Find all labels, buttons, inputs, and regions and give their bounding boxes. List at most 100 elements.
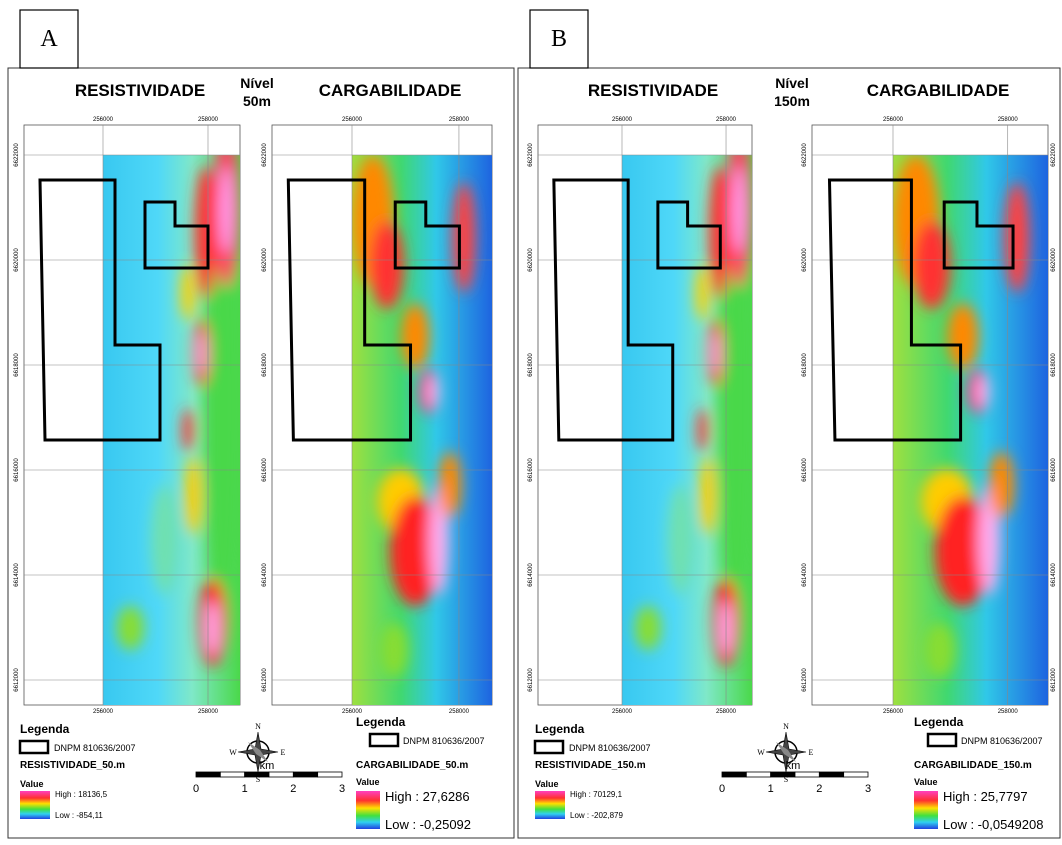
anomaly [697, 408, 707, 452]
map-title: CARGABILIDADE [319, 81, 462, 100]
legend-boundary: DNPM 810636/2007 [569, 743, 651, 753]
y-tick-label: 6620000 [528, 248, 534, 272]
legend-boundary: DNPM 810636/2007 [961, 736, 1043, 746]
anomaly [185, 458, 201, 535]
legend-layer: RESISTIVIDADE_50.m [20, 760, 125, 771]
anomaly [453, 183, 475, 293]
scale-segment [196, 772, 220, 777]
scale-segment [844, 772, 868, 777]
scale-segment [795, 772, 819, 777]
x-tick-label: 258000 [716, 709, 737, 715]
scale-unit: km [786, 760, 801, 772]
y-tick-label: 6618000 [14, 353, 20, 377]
scale-segment [245, 772, 269, 777]
anomaly [151, 485, 178, 595]
x-tick-label: 256000 [612, 709, 633, 715]
y-tick-label: 6622000 [528, 143, 534, 167]
scale-segment [220, 772, 244, 777]
y-tick-label: 6620000 [1051, 248, 1057, 272]
legend-colorbar [535, 791, 565, 819]
y-tick-label: 6614000 [1051, 563, 1057, 587]
compass-label: N [783, 722, 789, 731]
legend-value: Value [535, 779, 559, 789]
legend-value: Value [914, 777, 938, 787]
legend-swatch [928, 734, 956, 746]
anomaly [947, 304, 978, 370]
level-label: Nível [775, 75, 808, 91]
y-tick-label: 6614000 [802, 563, 808, 587]
legend-layer: CARGABILIDADE_50.m [356, 760, 468, 771]
legend-boundary: DNPM 810636/2007 [54, 743, 136, 753]
y-tick-label: 6614000 [14, 563, 20, 587]
scale-label: 1 [768, 783, 774, 795]
level-value: 150m [774, 93, 810, 109]
legend-high: High : 25,7797 [943, 789, 1028, 804]
y-tick-label: 6620000 [802, 248, 808, 272]
x-tick-label: 256000 [342, 117, 363, 123]
compass-label: W [757, 748, 765, 757]
scale-segment [746, 772, 770, 777]
y-tick-label: 6616000 [262, 458, 268, 482]
map [272, 125, 492, 705]
x-tick-label: 258000 [998, 709, 1019, 715]
anomaly [181, 265, 195, 320]
anomaly [439, 452, 461, 518]
level-label: Nível [240, 75, 273, 91]
y-tick-label: 6616000 [528, 458, 534, 482]
legend-title: Legenda [20, 722, 70, 736]
legend-title: Legenda [914, 715, 964, 729]
map [24, 125, 243, 705]
legend-low: Low : -0,25092 [385, 817, 471, 832]
legend-high: High : 27,6286 [385, 789, 470, 804]
compass-label: W [229, 748, 237, 757]
y-tick-label: 6616000 [1051, 458, 1057, 482]
anomaly [380, 623, 408, 678]
scale-segment [722, 772, 746, 777]
scale-label: 0 [193, 783, 199, 795]
heatmap [893, 155, 1048, 705]
legend-colorbar [20, 791, 50, 819]
scale-segment [819, 772, 843, 777]
scale-label: 1 [242, 783, 248, 795]
y-tick-label: 6618000 [528, 353, 534, 377]
scale-segment [293, 772, 317, 777]
legend-low: Low : -202,879 [570, 811, 623, 820]
legend-colorbar [356, 791, 380, 829]
x-tick-label: 256000 [883, 709, 904, 715]
anomaly [977, 375, 989, 408]
y-tick-label: 6622000 [802, 143, 808, 167]
map [812, 125, 1048, 705]
anomaly [712, 331, 720, 375]
anomaly [668, 485, 694, 595]
y-tick-label: 6616000 [14, 458, 20, 482]
anomaly [401, 304, 429, 370]
anomaly [1005, 183, 1030, 293]
scale-label: 0 [719, 783, 725, 795]
x-tick-label: 256000 [612, 117, 633, 123]
legend-layer: CARGABILIDADE_150.m [914, 760, 1032, 771]
legend-low: Low : -854,11 [55, 811, 103, 820]
y-tick-label: 6616000 [802, 458, 808, 482]
anomaly [696, 265, 709, 320]
anomaly [219, 166, 233, 254]
y-tick-label: 6612000 [528, 668, 534, 692]
y-tick-label: 6620000 [262, 248, 268, 272]
x-tick-label: 258000 [198, 117, 219, 123]
x-tick-label: 258000 [716, 117, 737, 123]
legend-title: Legenda [356, 715, 406, 729]
panel-label: A [40, 26, 58, 52]
scale-segment [269, 772, 293, 777]
y-tick-label: 6618000 [802, 353, 808, 377]
y-tick-label: 6612000 [802, 668, 808, 692]
y-tick-label: 6614000 [262, 563, 268, 587]
scale-unit: km [260, 760, 275, 772]
y-tick-label: 6618000 [262, 353, 268, 377]
x-tick-label: 256000 [93, 709, 114, 715]
legend-colorbar [914, 791, 938, 829]
x-tick-label: 258000 [449, 709, 470, 715]
y-tick-label: 6614000 [528, 563, 534, 587]
anomaly [117, 606, 144, 650]
legend-swatch [370, 734, 398, 746]
legend-boundary: DNPM 810636/2007 [403, 736, 485, 746]
anomaly [182, 408, 193, 452]
